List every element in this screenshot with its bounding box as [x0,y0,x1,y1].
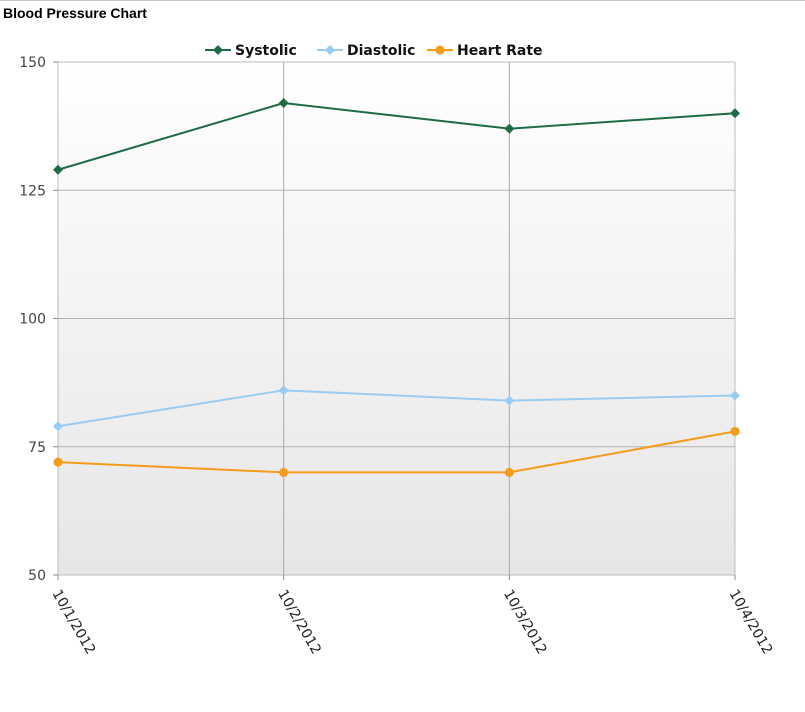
data-point-diastolic [53,421,63,432]
y-tick-label: 100 [19,312,46,328]
y-tick-label: 125 [19,183,46,199]
data-point-systolic [53,164,63,175]
legend-label: Systolic [235,43,297,59]
data-point-heart-rate [730,426,740,436]
legend-label: Heart Rate [457,43,543,59]
y-tick-label: 150 [19,55,46,71]
y-tick-label: 50 [28,568,46,584]
legend-marker-diastolic [325,45,335,55]
chart-title: Blood Pressure Chart [3,5,147,21]
data-point-heart-rate [53,457,63,467]
series-systolic [53,98,740,175]
data-point-diastolic [504,395,515,406]
data-point-diastolic [278,385,289,396]
legend-item-heart-rate: Heart Rate [427,43,543,59]
x-tick-label: 10/1/2012 [49,587,99,657]
y-tick-label: 75 [28,440,46,456]
data-point-diastolic [730,390,740,401]
series-line-diastolic [57,389,736,428]
series-heart-rate [53,426,740,477]
data-point-heart-rate [279,467,289,477]
data-point-systolic [504,123,515,134]
series-line-systolic [57,102,736,171]
legend-label: Diastolic [347,43,415,59]
series-line-heart-rate [57,430,736,474]
top-border [0,0,805,1]
legend: Systolic Diastolic Heart Rate [205,43,543,59]
data-point-heart-rate [504,467,514,477]
x-tick-label: 10/4/2012 [726,587,776,657]
x-tick-label: 10/3/2012 [500,587,550,657]
legend-item-systolic: Systolic [205,43,297,59]
series-diastolic [53,385,740,432]
legend-item-diastolic: Diastolic [317,43,415,59]
series-layer [53,98,740,477]
data-point-systolic [730,108,740,119]
legend-marker-heart-rate [435,45,445,55]
data-point-systolic [278,98,289,109]
legend-marker-systolic [213,45,223,55]
gridlines [58,62,735,575]
x-tick-label: 10/2/2012 [274,587,324,657]
